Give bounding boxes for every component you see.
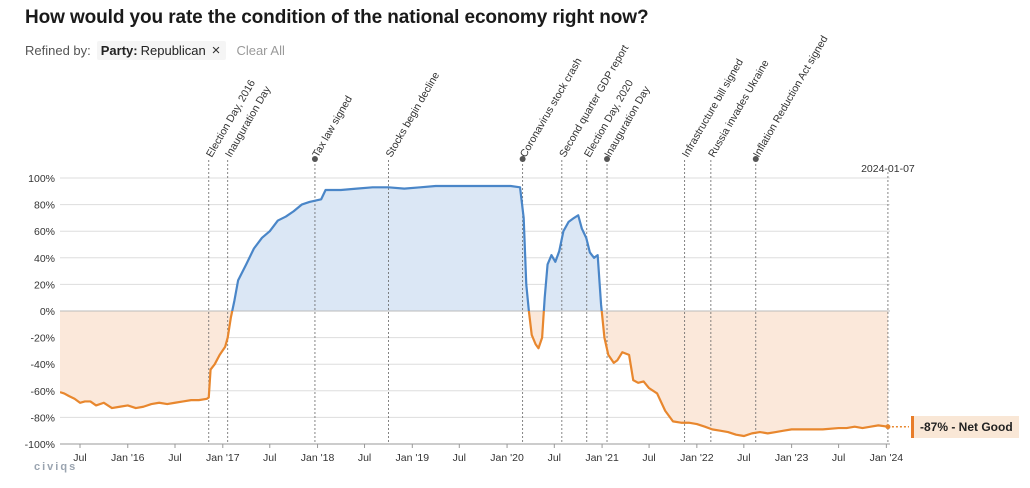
event-dot: [604, 156, 611, 162]
y-tick-label: 40%: [34, 253, 55, 265]
x-tick-label: Jan '19: [396, 452, 430, 464]
filter-bar: Refined by: Party: Republican × Clear Al…: [25, 40, 285, 60]
x-tick-label: Jan '16: [111, 452, 145, 464]
event-label: Tax law signed: [310, 94, 355, 160]
event-dot: [519, 156, 526, 162]
x-tick-label: Jul: [642, 452, 655, 464]
event-label: Inflation Reduction Act signed: [751, 34, 831, 160]
x-tick-label: Jul: [263, 452, 276, 464]
x-tick-label: Jul: [548, 452, 561, 464]
chart-title: How would you rate the condition of the …: [25, 7, 649, 28]
clear-all-button[interactable]: Clear All: [236, 42, 285, 58]
x-tick-label: Jan '21: [585, 452, 619, 464]
x-tick-label: Jul: [73, 452, 86, 464]
event-dot: [311, 156, 318, 162]
x-tick-label: Jan '18: [301, 452, 335, 464]
y-tick-label: 20%: [34, 279, 55, 291]
x-tick-label: Jan '20: [490, 452, 524, 464]
filter-chip-value: Republican: [140, 42, 206, 58]
x-tick-label: Jul: [737, 452, 750, 464]
x-tick-label: Jan '24: [870, 452, 904, 464]
x-tick-label: Jan '23: [775, 452, 809, 464]
filter-label: Refined by:: [25, 42, 91, 58]
close-icon[interactable]: ×: [211, 41, 221, 59]
y-tick-label: -60%: [30, 386, 55, 398]
y-tick-label: 100%: [28, 173, 55, 185]
current-value-badge: -87% - Net Good: [911, 416, 1019, 438]
civiqs-logo: civiqs: [34, 461, 78, 473]
x-tick-label: Jan '17: [206, 452, 240, 464]
y-tick-label: -100%: [25, 439, 55, 451]
current-point: [885, 424, 891, 430]
x-tick-label: Jul: [168, 452, 181, 464]
x-tick-label: Jul: [832, 452, 845, 464]
series-line-positive: [231, 184, 603, 311]
y-tick-label: 80%: [34, 200, 55, 212]
party-filter-chip[interactable]: Party: Republican ×: [96, 40, 227, 60]
positive-area: [60, 185, 888, 311]
filter-chip-key: Party:: [100, 42, 138, 58]
event-dot: [752, 156, 759, 162]
event-label: Stocks begin decline: [384, 70, 443, 160]
x-tick-label: Jul: [358, 452, 371, 464]
series-line-negative: [60, 311, 889, 438]
y-tick-label: 60%: [34, 226, 55, 238]
negative-area: [60, 311, 888, 437]
y-tick-label: -20%: [30, 333, 55, 345]
x-tick-label: Jul: [453, 452, 466, 464]
x-tick-label: Jan '22: [680, 452, 714, 464]
y-tick-label: 0%: [40, 306, 55, 318]
y-tick-label: -40%: [30, 359, 55, 371]
y-tick-label: -80%: [30, 412, 55, 424]
event-label: 2024-01-07: [861, 163, 915, 175]
